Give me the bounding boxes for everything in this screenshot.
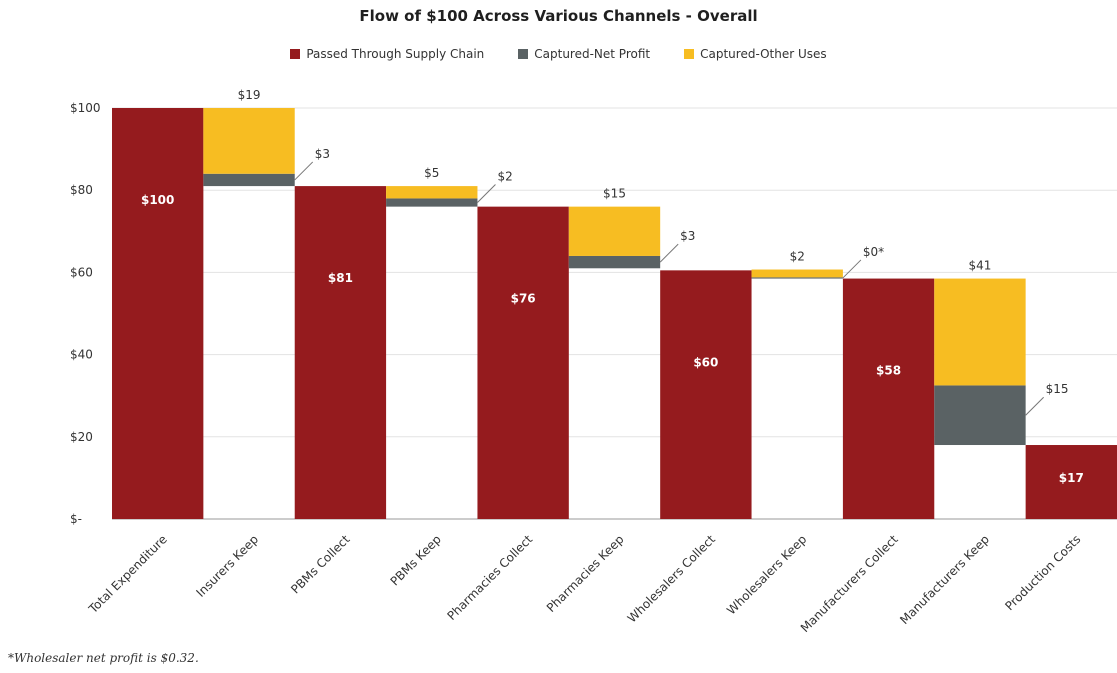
x-tick-label-pharmacies-collect: Pharmacies Collect <box>444 532 535 623</box>
x-tick-label-manufacturers-collect: Manufacturers Collect <box>798 532 901 635</box>
legend-item-passed: Passed Through Supply Chain <box>290 47 484 61</box>
legend-item-other-uses: Captured-Other Uses <box>684 47 827 61</box>
bar-manufacturers-collect <box>842 278 935 519</box>
x-tick-label-insurers-keep: Insurers Keep <box>193 532 261 600</box>
data-label-pbms-collect: $81 <box>328 271 353 285</box>
data-label-pharmacies-collect: $76 <box>511 292 536 306</box>
data-label-total-pharmacies-keep: $15 <box>603 187 626 201</box>
leader-line-pharmacies-keep <box>659 243 679 263</box>
data-label-wholesalers-collect: $60 <box>693 355 718 369</box>
bar-other-uses-insurers-keep <box>203 108 295 174</box>
bar-net-profit-insurers-keep <box>203 173 295 187</box>
y-tick-label-100: $100 <box>70 101 101 115</box>
x-tick-label-pbms-keep: PBMs Keep <box>388 532 444 588</box>
bar-wholesalers-collect <box>660 270 752 519</box>
bar-other-uses-manufacturers-keep <box>934 278 1026 386</box>
legend-swatch-net-profit <box>518 49 529 59</box>
leader-line-wholesalers-keep <box>842 259 862 279</box>
legend-swatch-passed <box>290 49 301 59</box>
bar-net-profit-pbms-keep <box>386 198 478 207</box>
bar-total-expenditure <box>112 108 204 519</box>
data-label-net-manufacturers-keep: $15 <box>1046 382 1069 396</box>
data-label-total-insurers-keep: $19 <box>238 88 261 102</box>
bar-net-profit-manufacturers-keep <box>934 385 1026 446</box>
leader-line-manufacturers-keep <box>1025 396 1044 416</box>
x-tick-label-wholesalers-collect: Wholesalers Collect <box>625 532 718 625</box>
bar-production-costs <box>1025 445 1117 519</box>
x-tick-label-wholesalers-keep: Wholesalers Keep <box>724 532 809 617</box>
data-label-total-wholesalers-keep: $2 <box>790 250 805 264</box>
bar-net-profit-wholesalers-keep <box>751 277 843 279</box>
x-tick-label-pbms-collect: PBMs Collect <box>288 532 353 597</box>
y-tick-label-60: $60 <box>70 265 93 279</box>
data-label-net-insurers-keep: $3 <box>315 147 330 161</box>
data-label-production-costs: $17 <box>1059 471 1084 485</box>
legend-label-net-profit: Captured-Net Profit <box>534 47 651 61</box>
y-tick-label-80: $80 <box>70 183 93 197</box>
x-tick-label-production-costs: Production Costs <box>1002 532 1083 613</box>
bar-pbms-collect <box>294 186 387 519</box>
bar-net-profit-pharmacies-keep <box>568 255 661 269</box>
legend-swatch-other-uses <box>684 49 695 59</box>
y-tick-label-20: $20 <box>70 430 93 444</box>
y-tick-label-40: $40 <box>70 348 93 362</box>
x-tick-label-manufacturers-keep: Manufacturers Keep <box>897 532 992 627</box>
data-label-net-pbms-keep: $2 <box>497 170 512 184</box>
data-label-total-manufacturers-keep: $41 <box>969 259 992 273</box>
bar-pharmacies-collect <box>477 206 569 519</box>
leader-line-insurers-keep <box>294 161 314 181</box>
data-label-net-pharmacies-keep: $3 <box>680 229 695 243</box>
legend: Passed Through Supply Chain Captured-Net… <box>0 47 1117 61</box>
data-label-manufacturers-collect: $58 <box>876 364 901 378</box>
chart-title: Flow of $100 Across Various Channels - O… <box>359 7 758 25</box>
footnote: *Wholesaler net profit is $0.32. <box>8 651 199 665</box>
x-tick-label-pharmacies-keep: Pharmacies Keep <box>544 532 627 615</box>
data-label-net-wholesalers-keep: $0* <box>863 245 884 259</box>
legend-item-net-profit: Captured-Net Profit <box>518 47 650 61</box>
y-tick-label-0: $- <box>70 512 82 526</box>
data-label-total-expenditure: $100 <box>141 193 174 207</box>
legend-label-passed: Passed Through Supply Chain <box>306 47 485 61</box>
bar-other-uses-wholesalers-keep <box>751 269 843 278</box>
data-label-total-pbms-keep: $5 <box>424 166 439 180</box>
leader-line-pbms-keep <box>477 184 496 203</box>
bar-other-uses-pbms-keep <box>386 186 478 199</box>
x-tick-label-total-expenditure: Total Expenditure <box>85 532 169 616</box>
bar-other-uses-pharmacies-keep <box>568 206 661 256</box>
legend-label-other-uses: Captured-Other Uses <box>700 47 827 61</box>
